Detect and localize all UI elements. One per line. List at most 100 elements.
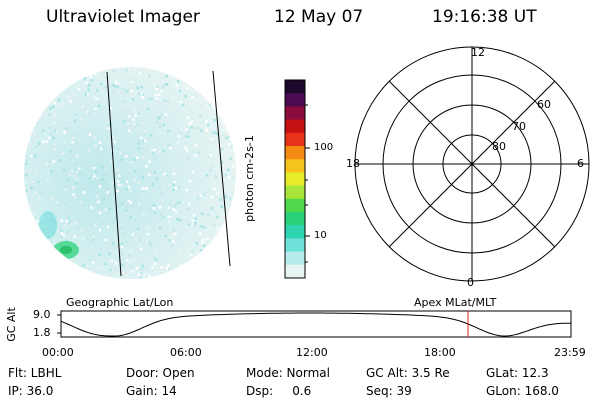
image-pixel <box>207 154 211 158</box>
image-pixel <box>139 72 142 75</box>
image-pixel <box>125 180 129 183</box>
image-pixel <box>159 205 162 209</box>
image-pixel <box>118 174 121 177</box>
image-pixel <box>196 258 200 261</box>
image-pixel <box>29 99 32 103</box>
image-pixel <box>155 88 158 91</box>
image-pixel <box>100 270 103 273</box>
image-pixel <box>128 185 131 189</box>
image-pixel <box>136 86 139 90</box>
image-pixel <box>220 273 223 276</box>
image-pixel <box>30 245 33 249</box>
image-pixel <box>121 272 124 275</box>
colorbar-segment <box>285 106 305 121</box>
image-pixel <box>218 73 221 76</box>
image-pixel <box>225 256 228 260</box>
image-pixel <box>178 90 182 93</box>
image-pixel <box>116 168 119 172</box>
image-pixel <box>62 103 65 106</box>
image-pixel <box>154 158 157 161</box>
image-pixel <box>230 84 233 88</box>
image-pixel <box>94 170 98 174</box>
image-pixel <box>53 121 56 125</box>
image-pixel <box>209 103 212 107</box>
image-pixel <box>162 150 165 153</box>
image-pixel <box>137 142 140 146</box>
image-pixel <box>58 69 61 72</box>
image-pixel <box>25 227 28 231</box>
image-pixel <box>210 164 214 168</box>
image-pixel <box>230 191 234 194</box>
image-pixel <box>187 130 191 134</box>
image-pixel <box>124 220 128 224</box>
image-pixel <box>172 208 175 211</box>
image-pixel <box>232 164 235 168</box>
image-pixel <box>232 111 236 115</box>
image-pixel <box>97 200 100 204</box>
image-pixel <box>69 150 73 153</box>
info-flt: Flt: LBHL <box>8 366 62 380</box>
image-pixel <box>142 187 145 190</box>
image-pixel <box>191 219 195 222</box>
image-pixel <box>95 195 99 198</box>
image-pixel <box>100 120 103 123</box>
image-pixel <box>190 253 193 256</box>
image-pixel <box>146 107 149 111</box>
image-pixel <box>220 80 223 83</box>
image-pixel <box>94 72 97 76</box>
image-pixel <box>224 135 228 138</box>
image-pixel <box>140 92 143 95</box>
image-pixel <box>207 130 211 133</box>
image-pixel <box>221 134 225 137</box>
image-pixel <box>145 187 148 190</box>
image-pixel <box>127 199 130 203</box>
image-pixel <box>140 272 143 275</box>
image-pixel <box>79 266 82 269</box>
image-pixel <box>153 211 157 214</box>
image-pixel <box>82 191 86 194</box>
image-pixel <box>148 74 151 78</box>
image-pixel <box>175 201 179 205</box>
timeline-right-title: Apex MLat/MLT <box>414 296 497 309</box>
image-pixel <box>43 82 46 86</box>
image-pixel <box>212 209 216 212</box>
image-pixel <box>87 88 90 92</box>
image-pixel <box>75 140 78 143</box>
image-pixel <box>165 74 168 78</box>
image-pixel <box>141 122 145 125</box>
image-pixel <box>200 249 203 252</box>
image-pixel <box>31 181 34 185</box>
image-pixel <box>114 128 118 132</box>
image-pixel <box>188 180 191 183</box>
image-pixel <box>131 98 135 101</box>
colorbar-segment <box>285 119 305 134</box>
image-pixel <box>86 278 89 279</box>
image-pixel <box>129 209 132 213</box>
image-pixel <box>30 255 33 258</box>
image-pixel <box>54 143 57 147</box>
time-label: 19:16:38 UT <box>432 7 537 27</box>
image-pixel <box>220 205 223 208</box>
image-pixel <box>153 82 157 86</box>
colorbar-segment <box>285 198 305 213</box>
image-pixel <box>176 141 180 144</box>
image-pixel <box>177 80 180 83</box>
image-pixel <box>94 260 98 263</box>
image-pixel <box>165 67 169 71</box>
image-pixel <box>29 169 33 172</box>
image-pixel <box>146 232 150 236</box>
image-pixel <box>38 199 41 202</box>
image-pixel <box>75 154 79 158</box>
image-pixel <box>42 75 45 78</box>
image-pixel <box>167 267 171 271</box>
image-pixel <box>166 276 170 279</box>
image-pixel <box>163 99 167 103</box>
image-pixel <box>125 154 128 158</box>
image-pixel <box>184 146 187 149</box>
polar-label-12: 12 <box>471 46 485 59</box>
image-pixel <box>133 109 136 112</box>
image-pixel <box>156 224 159 227</box>
color-bar <box>285 80 305 279</box>
image-pixel <box>52 69 55 73</box>
image-pixel <box>120 242 124 246</box>
